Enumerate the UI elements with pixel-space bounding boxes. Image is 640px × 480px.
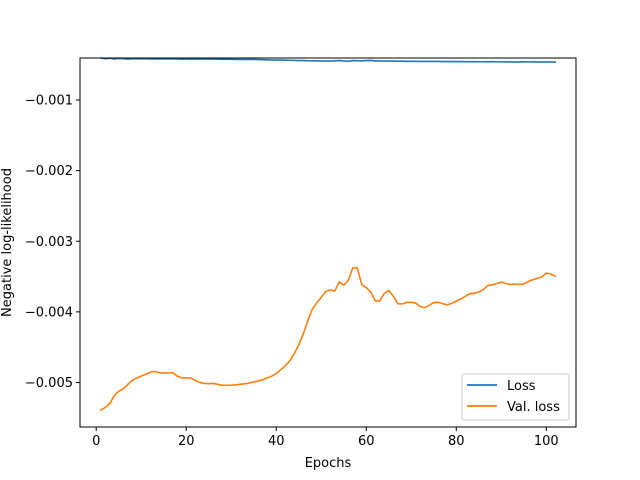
y-tick-label: −0.002 (25, 164, 73, 179)
y-axis-label: Negative log-likelihood (0, 168, 15, 317)
x-tick-label: 20 (178, 434, 195, 449)
series-layer (99, 57, 557, 412)
x-tick-label: 100 (534, 434, 559, 449)
series-line-val-loss (99, 266, 557, 412)
y-axis-ticks: −0.001 −0.002 −0.003 −0.004 −0.005 (25, 94, 80, 391)
legend-label-loss: Loss (507, 379, 536, 394)
y-tick-label: −0.005 (25, 376, 73, 391)
series-line-loss (99, 57, 557, 64)
legend-label-val-loss: Val. loss (507, 400, 560, 415)
x-tick-label: 40 (268, 434, 285, 449)
x-tick-label: 60 (358, 434, 375, 449)
y-tick-label: −0.004 (25, 305, 73, 320)
x-axis-ticks: 0 20 40 60 80 100 (92, 427, 559, 449)
y-tick-label: −0.001 (25, 94, 73, 109)
y-tick-label: −0.003 (25, 235, 73, 250)
x-tick-label: 0 (92, 434, 100, 449)
x-axis-label: Epochs (305, 456, 352, 471)
legend: Loss Val. loss (461, 373, 570, 421)
axes-frame (79, 57, 577, 428)
x-tick-label: 80 (448, 434, 465, 449)
